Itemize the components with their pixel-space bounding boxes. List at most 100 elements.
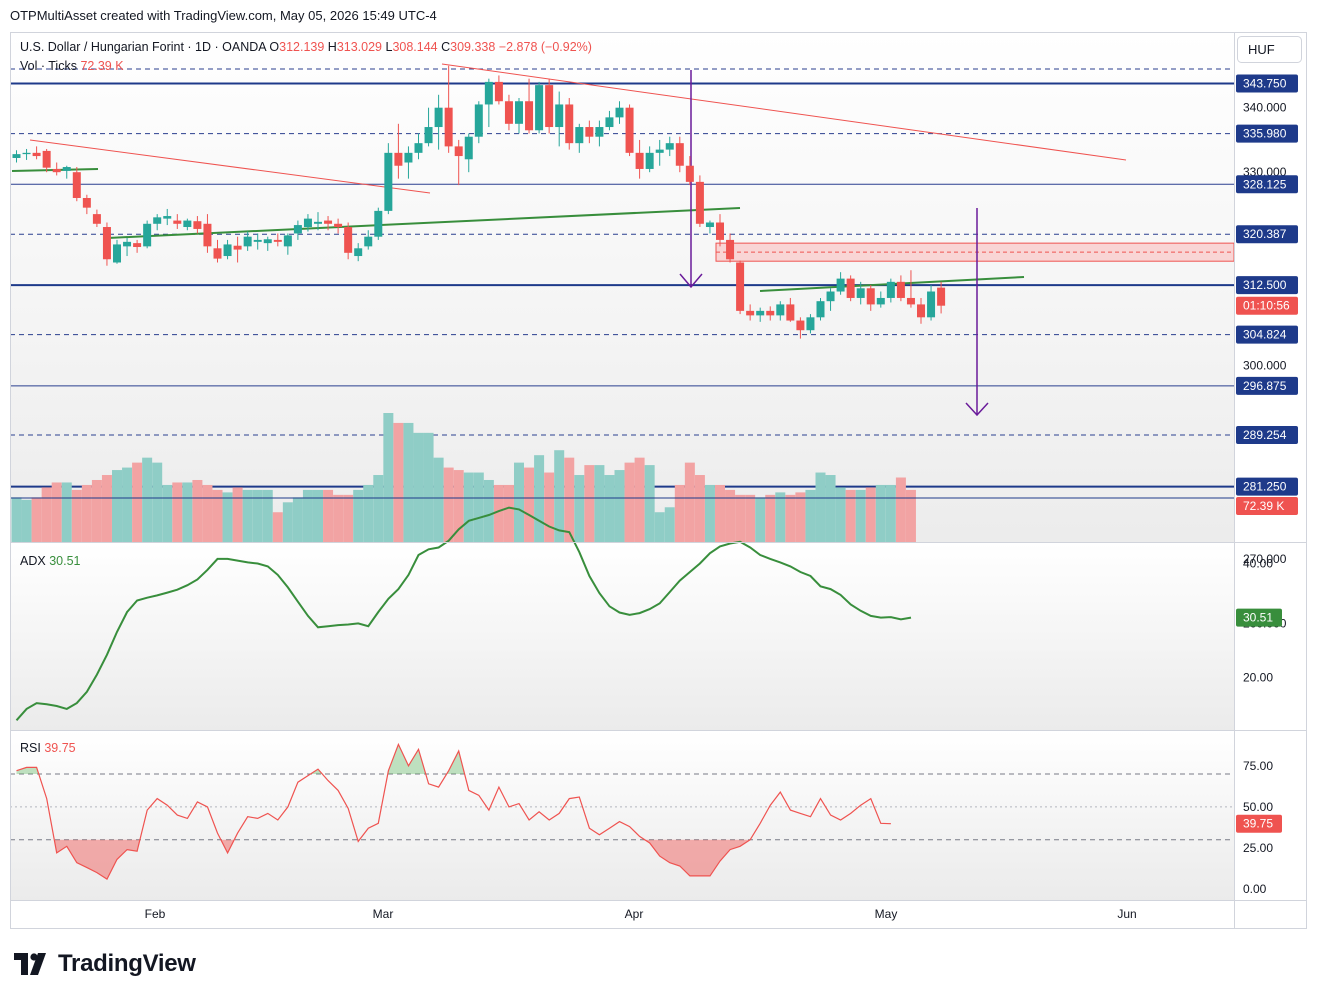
candle-body[interactable] [454, 146, 463, 157]
ohlc-legend[interactable]: U.S. Dollar / Hungarian Forint · 1D · OA… [20, 40, 592, 54]
candle-body[interactable] [163, 216, 172, 219]
level-price-tag[interactable] [1236, 175, 1298, 194]
candle-body[interactable] [434, 107, 443, 128]
candle-body[interactable] [253, 239, 262, 242]
candle-body[interactable] [615, 107, 624, 118]
candle-body[interactable] [705, 222, 714, 228]
candle-body[interactable] [263, 239, 272, 244]
candle-body[interactable] [555, 104, 564, 128]
level-price-tag[interactable] [1236, 225, 1298, 244]
candle-body[interactable] [133, 243, 142, 248]
level-price-tag[interactable] [1236, 276, 1298, 295]
candle-body[interactable] [143, 223, 152, 247]
candle-body[interactable] [746, 310, 755, 316]
candle-body[interactable] [685, 165, 694, 182]
candle-body[interactable] [504, 101, 513, 124]
candle-body[interactable] [314, 221, 322, 224]
candle-body[interactable] [806, 317, 815, 331]
candle-body[interactable] [404, 152, 413, 163]
candle-body[interactable] [625, 107, 634, 153]
candle-body[interactable] [766, 310, 775, 316]
rsi-line[interactable] [16, 742, 891, 880]
rsi-legend[interactable]: RSI 39.75 [20, 741, 76, 755]
candle-body[interactable] [173, 220, 182, 224]
candle-body[interactable] [927, 291, 936, 318]
candle-body[interactable] [937, 287, 946, 306]
level-price-tag[interactable] [1236, 124, 1298, 143]
candle-body[interactable] [233, 245, 242, 250]
candle-body[interactable] [575, 127, 584, 144]
candle-body[interactable] [716, 222, 724, 240]
candle-body[interactable] [424, 127, 433, 144]
candle-body[interactable] [906, 297, 915, 305]
candle-body[interactable] [655, 149, 664, 153]
candle-body[interactable] [354, 248, 363, 257]
candle-body[interactable] [364, 236, 373, 247]
candle-body[interactable] [92, 214, 101, 224]
candle-body[interactable] [384, 152, 393, 211]
tradingview-brand[interactable]: TradingView [14, 950, 196, 978]
level-price-tag[interactable] [1236, 477, 1298, 496]
candle-body[interactable] [535, 85, 544, 131]
level-price-tag[interactable] [1236, 325, 1298, 344]
candle-body[interactable] [585, 127, 594, 137]
candle-body[interactable] [113, 244, 121, 263]
candle-body[interactable] [283, 235, 292, 247]
candle-body[interactable] [665, 143, 674, 150]
candle-body[interactable] [836, 278, 845, 292]
candle-body[interactable] [917, 304, 925, 318]
candle-body[interactable] [394, 152, 403, 166]
candle-body[interactable] [444, 107, 453, 147]
level-price-tag[interactable] [1236, 425, 1298, 444]
candle-body[interactable] [756, 310, 765, 316]
candle-body[interactable] [203, 223, 212, 247]
candle-body[interactable] [414, 143, 423, 153]
candle-body[interactable] [183, 220, 192, 228]
resistance-trendline-main[interactable] [441, 63, 1127, 161]
candle-body[interactable] [736, 262, 745, 311]
adx-legend[interactable]: ADX 30.51 [20, 554, 81, 568]
candle-body[interactable] [816, 301, 825, 318]
candle-body[interactable] [876, 297, 885, 305]
candle-body[interactable] [82, 197, 91, 208]
resistance-trendline-left[interactable] [29, 139, 431, 194]
candle-body[interactable] [856, 288, 865, 298]
candle-body[interactable] [846, 278, 855, 298]
candle-body[interactable] [72, 172, 81, 198]
candle-body[interactable] [826, 291, 835, 302]
candle-body[interactable] [726, 239, 735, 260]
candle-body[interactable] [645, 152, 654, 169]
candle-body[interactable] [123, 241, 132, 247]
level-price-tag[interactable] [1236, 376, 1298, 395]
candle-body[interactable] [474, 104, 483, 137]
volume-legend[interactable]: Vol · Ticks 72.39 K [20, 59, 124, 73]
candle-body[interactable] [786, 304, 795, 321]
candle-body[interactable] [12, 154, 21, 158]
candle-body[interactable] [22, 152, 31, 155]
candle-body[interactable] [695, 181, 704, 224]
candle-body[interactable] [545, 85, 554, 128]
candle-body[interactable] [303, 218, 312, 228]
candle-body[interactable] [796, 320, 805, 331]
currency-button[interactable] [1237, 36, 1302, 63]
candle-body[interactable] [595, 127, 604, 137]
adx-line[interactable] [15, 506, 912, 721]
candle-body[interactable] [324, 220, 333, 224]
candle-body[interactable] [866, 288, 875, 305]
candle-body[interactable] [776, 304, 785, 316]
level-price-tag[interactable] [1236, 74, 1298, 93]
candle-body[interactable] [344, 227, 353, 253]
candle-body[interactable] [374, 210, 383, 237]
candle-body[interactable] [193, 221, 202, 229]
candle-body[interactable] [153, 217, 162, 224]
candle-body[interactable] [484, 81, 493, 105]
candle-body[interactable] [565, 104, 574, 144]
candle-body[interactable] [494, 81, 503, 102]
candle-body[interactable] [334, 223, 343, 228]
candle-body[interactable] [213, 248, 222, 259]
candle-body[interactable] [886, 281, 895, 298]
candle-body[interactable] [464, 136, 473, 160]
candle-body[interactable] [32, 152, 41, 157]
candle-body[interactable] [223, 244, 232, 257]
